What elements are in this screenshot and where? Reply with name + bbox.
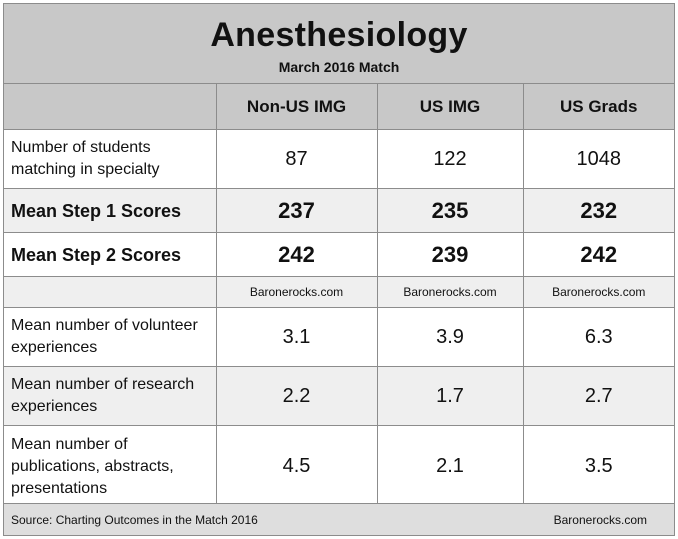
row-label: Mean number of research experiences	[4, 366, 217, 426]
column-header-us-grads: US Grads	[522, 83, 674, 130]
table-cell: 3.1	[215, 307, 378, 367]
footer-watermark: Baronerocks.com	[553, 513, 647, 527]
table-row: Mean Step 2 Scores 242 239 242	[4, 232, 674, 277]
data-table: Non-US IMG US IMG US Grads Number of stu…	[4, 83, 674, 508]
table-cell: 122	[376, 129, 524, 189]
table-row: Mean number of publications, abstracts, …	[4, 425, 674, 508]
column-header-non-us-img: Non-US IMG	[215, 83, 378, 130]
row-label: Mean Step 1 Scores	[4, 188, 217, 233]
row-label	[4, 276, 217, 308]
table-cell: 3.5	[522, 425, 674, 508]
watermark-cell: Baronerocks.com	[215, 276, 378, 308]
header-corner	[4, 83, 217, 130]
table-cell: 2.7	[522, 366, 674, 426]
table-cell: 242	[215, 232, 378, 277]
table-cell: 242	[522, 232, 674, 277]
header-row: Non-US IMG US IMG US Grads	[4, 83, 674, 130]
page-title: Anesthesiology	[210, 16, 468, 54]
column-header-us-img: US IMG	[376, 83, 524, 130]
table-cell: 232	[522, 188, 674, 233]
table-cell: 239	[376, 232, 524, 277]
table-cell: 87	[215, 129, 378, 189]
row-label: Mean number of volunteer experiences	[4, 307, 217, 367]
table-cell: 2.1	[376, 425, 524, 508]
title-block: Anesthesiology March 2016 Match	[4, 4, 674, 84]
table-cell: 6.3	[522, 307, 674, 367]
row-label: Mean number of publications, abstracts, …	[4, 425, 217, 508]
source-note: Source: Charting Outcomes in the Match 2…	[11, 513, 258, 527]
table-cell: 237	[215, 188, 378, 233]
watermark-cell: Baronerocks.com	[522, 276, 674, 308]
table-frame: Anesthesiology March 2016 Match Non-US I…	[3, 3, 675, 536]
watermark-row: Baronerocks.com Baronerocks.com Baronero…	[4, 276, 674, 308]
table-row: Number of students matching in specialty…	[4, 129, 674, 189]
table-cell: 2.2	[215, 366, 378, 426]
watermark-cell: Baronerocks.com	[376, 276, 524, 308]
footer: Source: Charting Outcomes in the Match 2…	[4, 503, 674, 535]
table-cell: 4.5	[215, 425, 378, 508]
table-row: Mean Step 1 Scores 237 235 232	[4, 188, 674, 233]
table-row: Mean number of volunteer experiences 3.1…	[4, 307, 674, 367]
table-cell: 1.7	[376, 366, 524, 426]
table-cell: 1048	[522, 129, 674, 189]
table-cell: 235	[376, 188, 524, 233]
table-row: Mean number of research experiences 2.2 …	[4, 366, 674, 426]
row-label: Mean Step 2 Scores	[4, 232, 217, 277]
table-cell: 3.9	[376, 307, 524, 367]
row-label: Number of students matching in specialty	[4, 129, 217, 189]
page-subtitle: March 2016 Match	[278, 59, 400, 75]
